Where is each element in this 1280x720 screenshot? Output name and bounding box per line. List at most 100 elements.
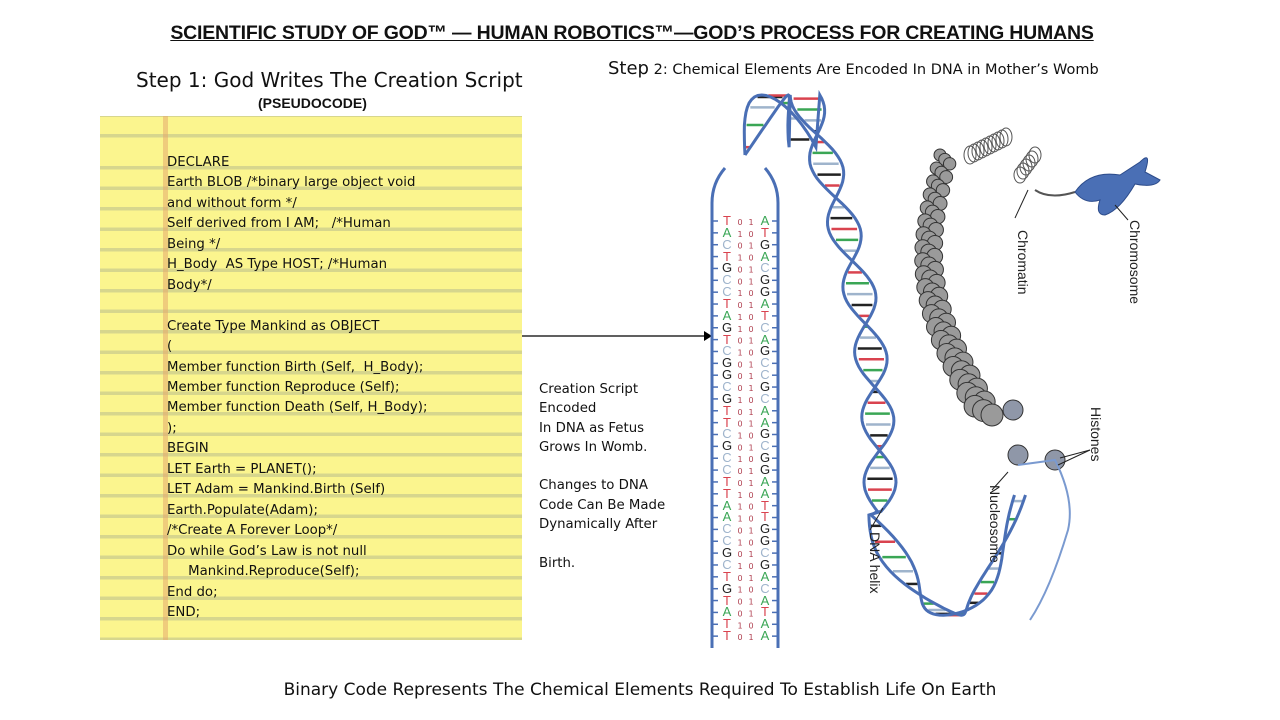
base-letter: C: [722, 450, 732, 466]
base-letter: G: [759, 379, 771, 395]
base-letter: T: [723, 248, 731, 264]
legal-pad: [100, 116, 522, 640]
chromatin-coil: [975, 139, 989, 159]
code-line: Member function Reproduce (Self);: [167, 379, 400, 395]
pseudocode-block: DECLARE Earth BLOB /*binary large object …: [167, 153, 427, 623]
binary-digit: 1: [748, 384, 753, 393]
binary-digit: 1: [748, 526, 753, 535]
base-letter: G: [759, 284, 771, 300]
binary-digit: 0: [748, 289, 753, 298]
chromatin-coil: [979, 137, 993, 157]
code-line: Earth BLOB /*binary large object void: [167, 175, 416, 191]
base-letter: C: [722, 272, 732, 288]
base-letter: G: [721, 580, 733, 596]
chromosome-shape: [1074, 157, 1161, 216]
binary-digit: 1: [748, 408, 753, 417]
binary-digit: 0: [748, 455, 753, 464]
binary-digit: 0: [748, 254, 753, 263]
binary-digit: 0: [737, 218, 742, 227]
nucleosome-bead: [942, 157, 957, 171]
base-letter: G: [721, 545, 733, 561]
leader-line: [1057, 449, 1091, 466]
binary-digit: 1: [748, 360, 753, 369]
chromatin-coil: [995, 129, 1009, 149]
binary-digit: 1: [748, 633, 753, 642]
base-letter: G: [721, 260, 733, 276]
helix-strand: [742, 89, 1027, 617]
binary-digit: 1: [748, 550, 753, 559]
dna-fiber: [1017, 458, 1071, 621]
binary-digit: 1: [748, 479, 753, 488]
base-letter: A: [760, 414, 770, 430]
chromatin-coil: [967, 143, 981, 163]
base-letter: A: [760, 616, 770, 632]
binary-digit: 1: [748, 420, 753, 429]
chromatin-coil: [971, 141, 985, 161]
binary-digit: 1: [748, 218, 753, 227]
binary-digit: 0: [737, 609, 742, 618]
code-line: Mankind.Reproduce(Self);: [167, 564, 360, 580]
step2-word: Step: [608, 58, 649, 79]
code-line: End do;: [167, 584, 218, 600]
nucleosome: [1007, 444, 1029, 466]
binary-digit: 1: [737, 313, 742, 322]
code-line: Self derived from I AM; /*Human: [167, 216, 391, 232]
binary-digit: 0: [748, 313, 753, 322]
binary-digit: 1: [737, 348, 742, 357]
base-letter: T: [761, 604, 769, 620]
code-line: BEGIN: [167, 441, 209, 457]
base-letter: A: [722, 307, 732, 323]
binary-digit: 0: [748, 396, 753, 405]
code-line: /*Create A Forever Loop*/: [167, 523, 338, 539]
base-letter: T: [723, 616, 731, 632]
leader-line: [1014, 189, 1029, 219]
binary-digit: 1: [737, 621, 742, 630]
code-line: Earth.Populate(Adam);: [167, 502, 318, 518]
binary-digit: 0: [748, 491, 753, 500]
step2-heading: Step 2: Chemical Elements Are Encoded In…: [608, 58, 1099, 79]
base-letter: T: [761, 307, 769, 323]
binary-digit: 0: [737, 384, 742, 393]
leader-line: [1114, 204, 1129, 221]
helix-strand: [743, 93, 1016, 617]
base-letter: A: [760, 628, 770, 644]
binary-digit: 1: [748, 277, 753, 286]
base-letter: A: [760, 568, 770, 584]
binary-digit: 0: [748, 538, 753, 547]
base-letter: T: [723, 213, 731, 228]
base-letter: C: [760, 355, 770, 371]
binary-digit: 0: [737, 408, 742, 417]
leader-line: [1059, 449, 1091, 459]
dna-backbone: [710, 167, 780, 648]
label-chromatin: Chromatin: [1015, 230, 1031, 295]
base-letter: G: [759, 521, 771, 537]
binary-digit: 1: [748, 443, 753, 452]
base-letter: C: [760, 545, 770, 561]
code-line: H_Body AS Type HOST; /*Human: [167, 257, 388, 273]
chromatin-coil: [983, 135, 997, 155]
binary-digit: 1: [737, 289, 742, 298]
base-letter: A: [760, 402, 770, 418]
base-letter: G: [721, 367, 733, 383]
encoding-note: Creation Script Encoded In DNA as Fetus …: [539, 382, 666, 571]
pad-margin-line: [163, 116, 168, 640]
base-letter: C: [760, 580, 770, 596]
base-letter: C: [760, 260, 770, 276]
base-letter: G: [759, 533, 771, 549]
base-letter: C: [722, 533, 732, 549]
binary-digit: 1: [737, 432, 742, 441]
chromatin-coil: [991, 131, 1005, 151]
binary-digit: 0: [748, 348, 753, 357]
base-letter: T: [761, 224, 769, 240]
base-letter: A: [760, 473, 770, 489]
chromatin-coil: [963, 145, 977, 165]
chromatin-coil: [999, 127, 1013, 147]
base-letter: T: [723, 296, 731, 312]
binary-digit: 0: [737, 372, 742, 381]
binary-digit: 1: [737, 562, 742, 571]
base-letter: A: [760, 485, 770, 501]
code-line: LET Earth = PLANET();: [167, 461, 317, 477]
base-letter: A: [760, 331, 770, 347]
label-histones: Histones: [1088, 407, 1104, 462]
chromatin-fiber: [1034, 189, 1076, 197]
